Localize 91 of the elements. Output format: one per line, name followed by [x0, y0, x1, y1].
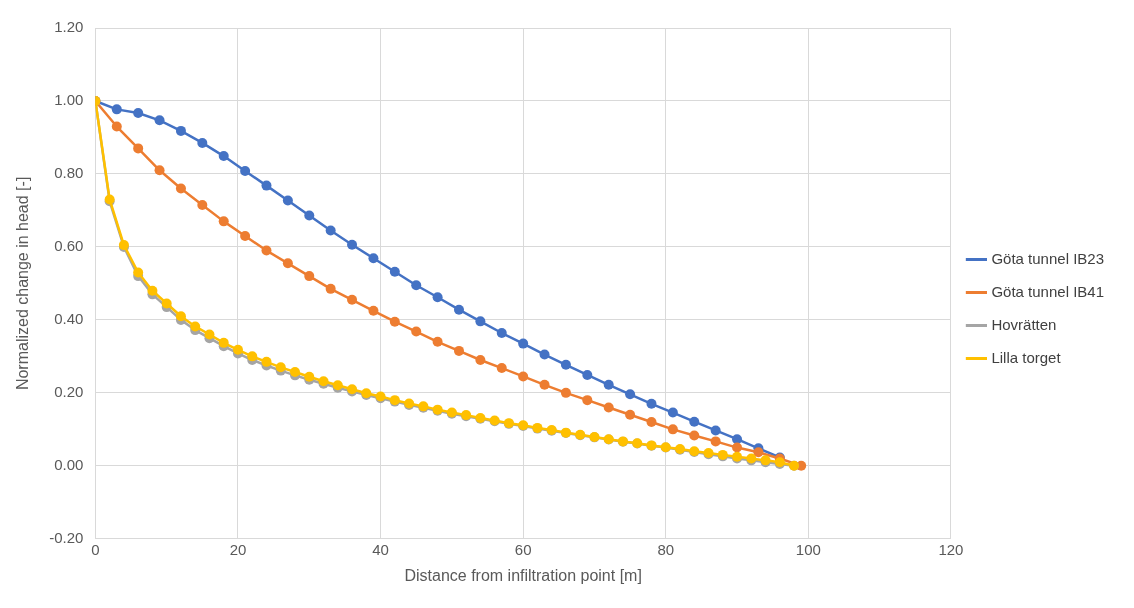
- point: [560, 359, 571, 370]
- x-tick-label: 120: [938, 540, 964, 558]
- point: [190, 321, 201, 332]
- point: [432, 336, 443, 347]
- point: [582, 395, 593, 406]
- point: [475, 316, 486, 327]
- point: [218, 151, 229, 162]
- point: [518, 371, 529, 382]
- point: [147, 285, 158, 296]
- y-tick-label: -0.20: [49, 528, 84, 546]
- point: [197, 137, 208, 148]
- point: [475, 355, 486, 366]
- point: [154, 165, 165, 176]
- point: [603, 402, 614, 413]
- point: [603, 379, 614, 390]
- point: [261, 180, 272, 191]
- point: [582, 369, 593, 380]
- point: [625, 409, 636, 420]
- point: [218, 216, 229, 227]
- y-tick-label: 1.20: [54, 18, 84, 36]
- point: [518, 338, 529, 349]
- point: [432, 292, 443, 303]
- point: [247, 351, 258, 362]
- point: [304, 271, 315, 282]
- point: [175, 183, 186, 194]
- point: [646, 417, 657, 428]
- point: [325, 283, 336, 294]
- point: [710, 436, 721, 447]
- point: [133, 143, 144, 154]
- y-tick-label: 0.60: [54, 237, 84, 255]
- point: [625, 389, 636, 400]
- point: [753, 447, 764, 458]
- point: [689, 416, 700, 427]
- legend-label: Lilla torget: [991, 348, 1062, 366]
- x-tick-label: 80: [657, 540, 675, 558]
- point: [368, 253, 379, 264]
- point: [111, 121, 122, 132]
- point: [240, 166, 251, 177]
- point: [667, 424, 678, 435]
- point: [111, 104, 122, 115]
- point: [411, 280, 422, 291]
- point: [732, 442, 743, 453]
- x-tick-label: 0: [91, 540, 100, 558]
- point: [646, 398, 657, 409]
- point: [347, 294, 358, 305]
- x-tick-label: 100: [795, 540, 821, 558]
- point: [232, 344, 243, 355]
- point: [389, 266, 400, 277]
- legend-label: Hovrätten: [991, 315, 1057, 333]
- y-tick-label: 1.00: [54, 91, 84, 109]
- point: [389, 316, 400, 327]
- point: [453, 345, 464, 356]
- point: [368, 305, 379, 316]
- point: [204, 329, 215, 340]
- y-axis-title: Normalized change in head [-]: [14, 176, 32, 391]
- point: [175, 125, 186, 136]
- point: [133, 108, 144, 119]
- x-tick-label: 20: [229, 540, 247, 558]
- point: [218, 337, 229, 348]
- point: [304, 210, 315, 221]
- legend-label: Göta tunnel IB41: [991, 282, 1105, 300]
- y-tick-label: 0.00: [54, 455, 84, 473]
- point: [161, 298, 172, 309]
- x-tick-label: 60: [514, 540, 532, 558]
- y-tick-label: 0.80: [54, 164, 84, 182]
- point: [240, 230, 251, 241]
- point: [411, 326, 422, 337]
- point: [154, 115, 165, 126]
- point: [261, 356, 272, 367]
- point: [282, 258, 293, 269]
- x-axis-title: Distance from infiltration point [m]: [404, 566, 642, 584]
- y-tick-label: 0.40: [54, 310, 84, 328]
- point: [539, 379, 550, 390]
- point: [710, 425, 721, 436]
- point: [282, 195, 293, 206]
- y-tick-label: 0.20: [54, 383, 84, 400]
- point: [496, 328, 507, 339]
- point: [732, 434, 743, 445]
- point: [689, 430, 700, 441]
- point: [325, 225, 336, 236]
- point: [197, 199, 208, 210]
- point: [347, 239, 358, 250]
- point: [560, 387, 571, 398]
- point: [133, 267, 144, 278]
- x-tick-label: 40: [372, 540, 389, 558]
- point: [667, 407, 678, 418]
- point: [496, 363, 507, 374]
- point: [453, 304, 464, 315]
- point: [261, 245, 272, 256]
- legend-label: Göta tunnel IB23: [991, 249, 1105, 267]
- point: [539, 349, 550, 360]
